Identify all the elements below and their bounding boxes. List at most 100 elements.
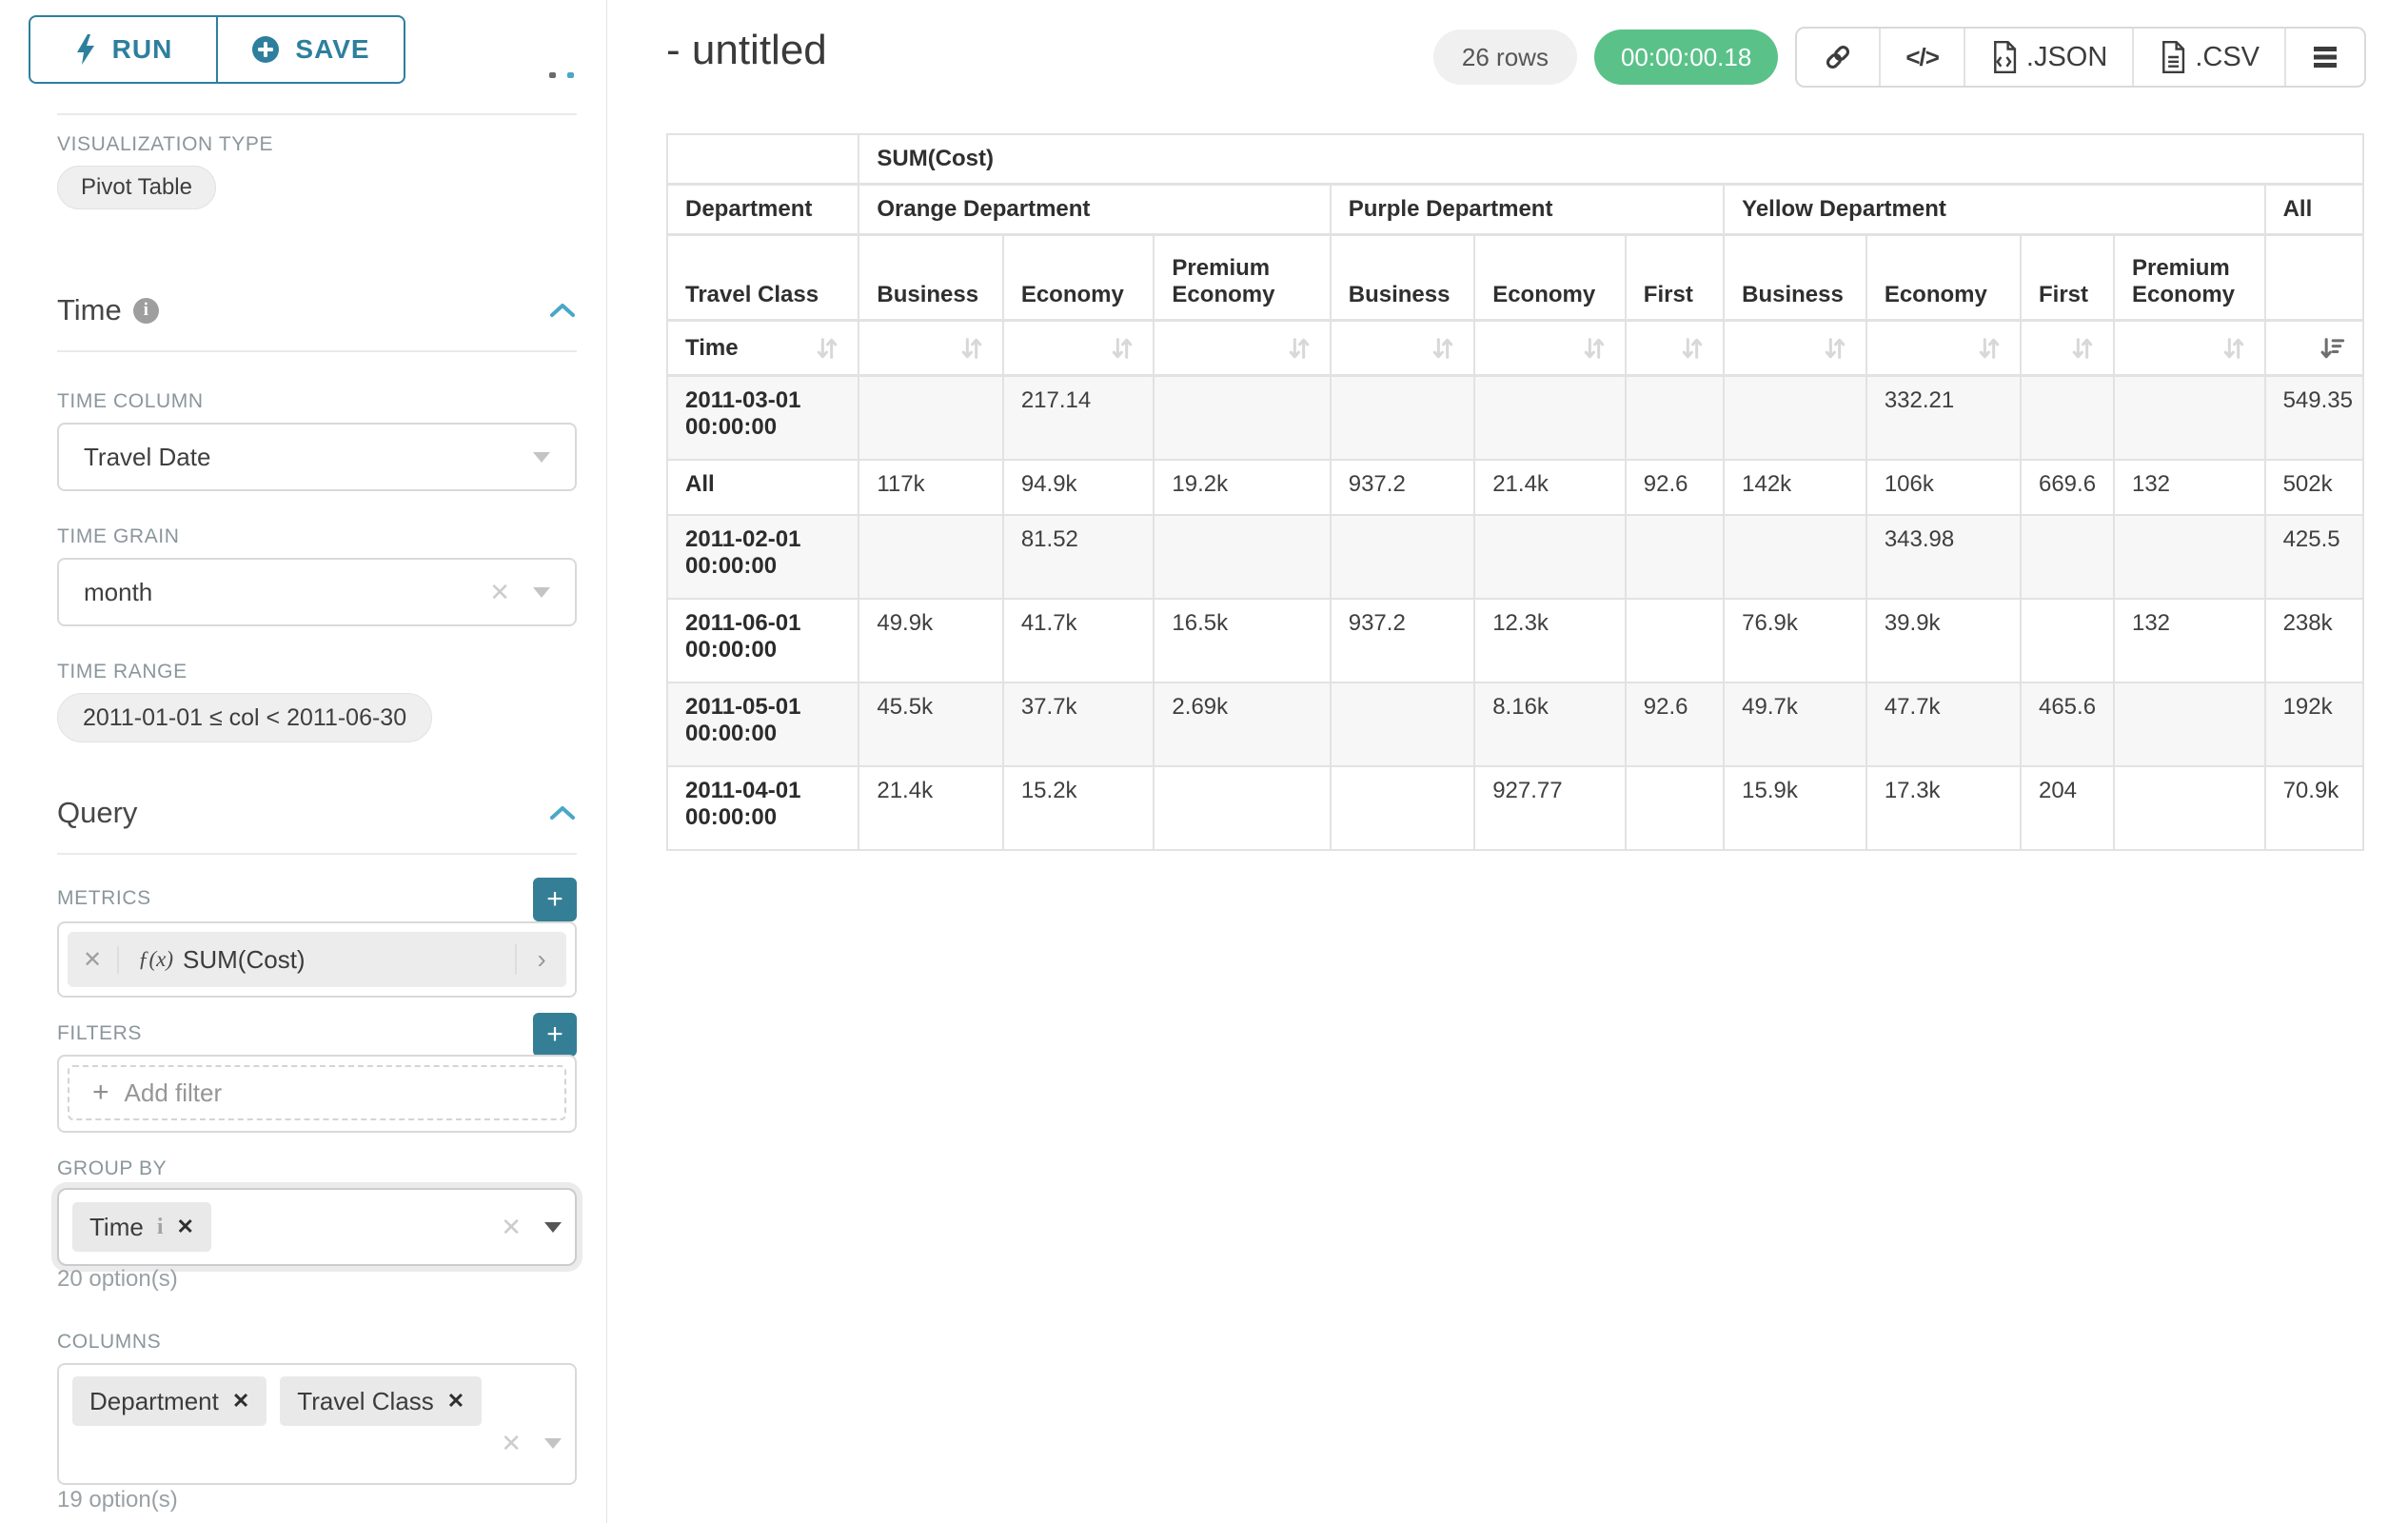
table-cell: 132: [2112, 597, 2266, 683]
sort-icon[interactable]: [2220, 335, 2247, 362]
run-button[interactable]: RUN: [29, 15, 217, 84]
table-cell: 927.77: [1473, 764, 1627, 851]
sort-icon[interactable]: [958, 335, 985, 362]
table-cell: 21.4k: [858, 764, 1004, 851]
arrow-right-icon[interactable]: ›: [515, 944, 566, 975]
remove-tag-icon[interactable]: ✕: [231, 1389, 250, 1413]
table-row: 2011-04-01 00:00:00 21.4k 15.2k 927.77 15.9k…: [665, 764, 2365, 851]
sort-header[interactable]: [1723, 319, 1867, 377]
columns-tag[interactable]: Travel Class ✕: [280, 1376, 483, 1426]
sub-column-header: Economy: [1473, 233, 1627, 322]
sort-header[interactable]: [1329, 319, 1476, 377]
filters-box: + Add filter: [57, 1055, 577, 1133]
chart-title[interactable]: - untitled: [666, 27, 827, 73]
sort-header[interactable]: [1473, 319, 1627, 377]
table-cell: 17.3k: [1865, 764, 2022, 851]
sort-icon[interactable]: [1976, 335, 2003, 362]
clear-icon[interactable]: ✕: [501, 1212, 522, 1241]
table-cell: 2.69k: [1153, 681, 1332, 767]
time-section-header[interactable]: Time i: [57, 293, 577, 327]
table-cell: [1723, 374, 1867, 461]
table-cell: 132: [2112, 458, 2266, 516]
sort-icon[interactable]: [2069, 335, 2096, 362]
table-cell: 12.3k: [1473, 597, 1627, 683]
query-section-title: Query: [57, 796, 138, 829]
metrics-label: METRICS: [57, 887, 151, 909]
sort-header[interactable]: [1153, 319, 1332, 377]
sort-header[interactable]: [858, 319, 1004, 377]
query-timer-badge: 00:00:00.18: [1593, 30, 1779, 85]
time-column-select[interactable]: Travel Date: [57, 423, 577, 491]
time-grain-select[interactable]: month ✕: [57, 558, 577, 626]
sort-header[interactable]: [1865, 319, 2022, 377]
add-metric-button[interactable]: +: [533, 878, 577, 921]
export-csv-button[interactable]: .CSV: [2132, 29, 2284, 86]
file-json-icon: [1993, 41, 2017, 73]
empty-corner-cell: [665, 133, 860, 186]
table-cell: [2112, 513, 2266, 600]
sort-row-label: Time: [685, 334, 739, 361]
chevron-fragment-dot: [567, 72, 574, 78]
table-cell: [1153, 513, 1332, 600]
columns-tag[interactable]: Department ✕: [72, 1376, 267, 1426]
table-cell: [1329, 681, 1476, 767]
group-by-select[interactable]: Time i ✕ ✕: [57, 1188, 577, 1266]
clear-icon[interactable]: ✕: [501, 1428, 522, 1457]
sort-header[interactable]: [1001, 319, 1155, 377]
table-cell: 106k: [1865, 458, 2022, 516]
sort-header-active[interactable]: [2263, 319, 2365, 377]
sort-icon[interactable]: [1679, 335, 1706, 362]
sort-icon[interactable]: [1581, 335, 1608, 362]
remove-tag-icon[interactable]: ✕: [446, 1389, 465, 1413]
viz-type-pill[interactable]: Pivot Table: [57, 166, 216, 209]
sort-desc-active-icon[interactable]: [2319, 335, 2345, 362]
add-filter-plus-button[interactable]: +: [533, 1013, 577, 1057]
table-cell: [1153, 764, 1332, 851]
sub-column-row: Travel Class Business Economy Premium Ec…: [665, 233, 2365, 322]
table-cell: [1624, 374, 1726, 461]
columns-select[interactable]: Department ✕ Travel Class ✕ ✕: [57, 1363, 577, 1485]
viz-type-label: VISUALIZATION TYPE: [57, 133, 274, 155]
table-cell: 47.7k: [1865, 681, 2022, 767]
menu-button[interactable]: [2284, 29, 2364, 86]
time-column-value: Travel Date: [84, 442, 211, 471]
group-by-tag[interactable]: Time i ✕: [72, 1202, 211, 1252]
time-column-label: TIME COLUMN: [57, 390, 204, 412]
share-link-button[interactable]: [1797, 29, 1879, 86]
column-group-row: Department Orange Department Purple Depa…: [665, 183, 2365, 236]
chevron-up-icon[interactable]: [548, 301, 577, 320]
sort-icon[interactable]: [1430, 335, 1456, 362]
sort-icon[interactable]: [1109, 335, 1135, 362]
export-json-button[interactable]: .JSON: [1963, 29, 2132, 86]
add-filter-label: Add filter: [124, 1078, 223, 1107]
remove-tag-icon[interactable]: ✕: [176, 1215, 194, 1238]
row-label-cell: 2011-02-01 00:00:00: [665, 513, 860, 600]
clear-icon[interactable]: ✕: [489, 577, 510, 606]
save-button[interactable]: SAVE: [217, 15, 405, 84]
table-cell: 49.7k: [1723, 681, 1867, 767]
column-group-header: Purple Department: [1329, 183, 1726, 236]
table-cell: [2112, 764, 2266, 851]
row-label-cell: 2011-05-01 00:00:00: [665, 681, 860, 767]
sub-column-header: First: [2019, 233, 2115, 322]
save-button-label: SAVE: [295, 34, 370, 64]
chevron-up-icon[interactable]: [548, 803, 577, 822]
sort-icon[interactable]: [1822, 335, 1848, 362]
view-query-button[interactable]: </>: [1879, 29, 1964, 86]
remove-metric-icon[interactable]: ✕: [68, 945, 119, 974]
sort-icon[interactable]: [814, 335, 840, 362]
query-section-header[interactable]: Query: [57, 796, 577, 830]
add-filter-button[interactable]: + Add filter: [68, 1065, 566, 1120]
sort-header[interactable]: [2112, 319, 2266, 377]
filters-label: FILTERS: [57, 1022, 142, 1044]
table-cell: [1329, 513, 1476, 600]
sub-column-header: [2263, 233, 2365, 322]
metric-pill[interactable]: ✕ ƒ(x) SUM(Cost) ›: [68, 932, 566, 987]
table-cell: [1624, 513, 1726, 600]
export-button-group: </> .JSON .CSV: [1795, 27, 2366, 88]
sort-icon[interactable]: [1286, 335, 1313, 362]
sort-header-time[interactable]: Time: [665, 319, 860, 377]
sort-header[interactable]: [2019, 319, 2115, 377]
sort-header[interactable]: [1624, 319, 1726, 377]
time-range-pill[interactable]: 2011-01-01 ≤ col < 2011-06-30: [57, 693, 433, 742]
